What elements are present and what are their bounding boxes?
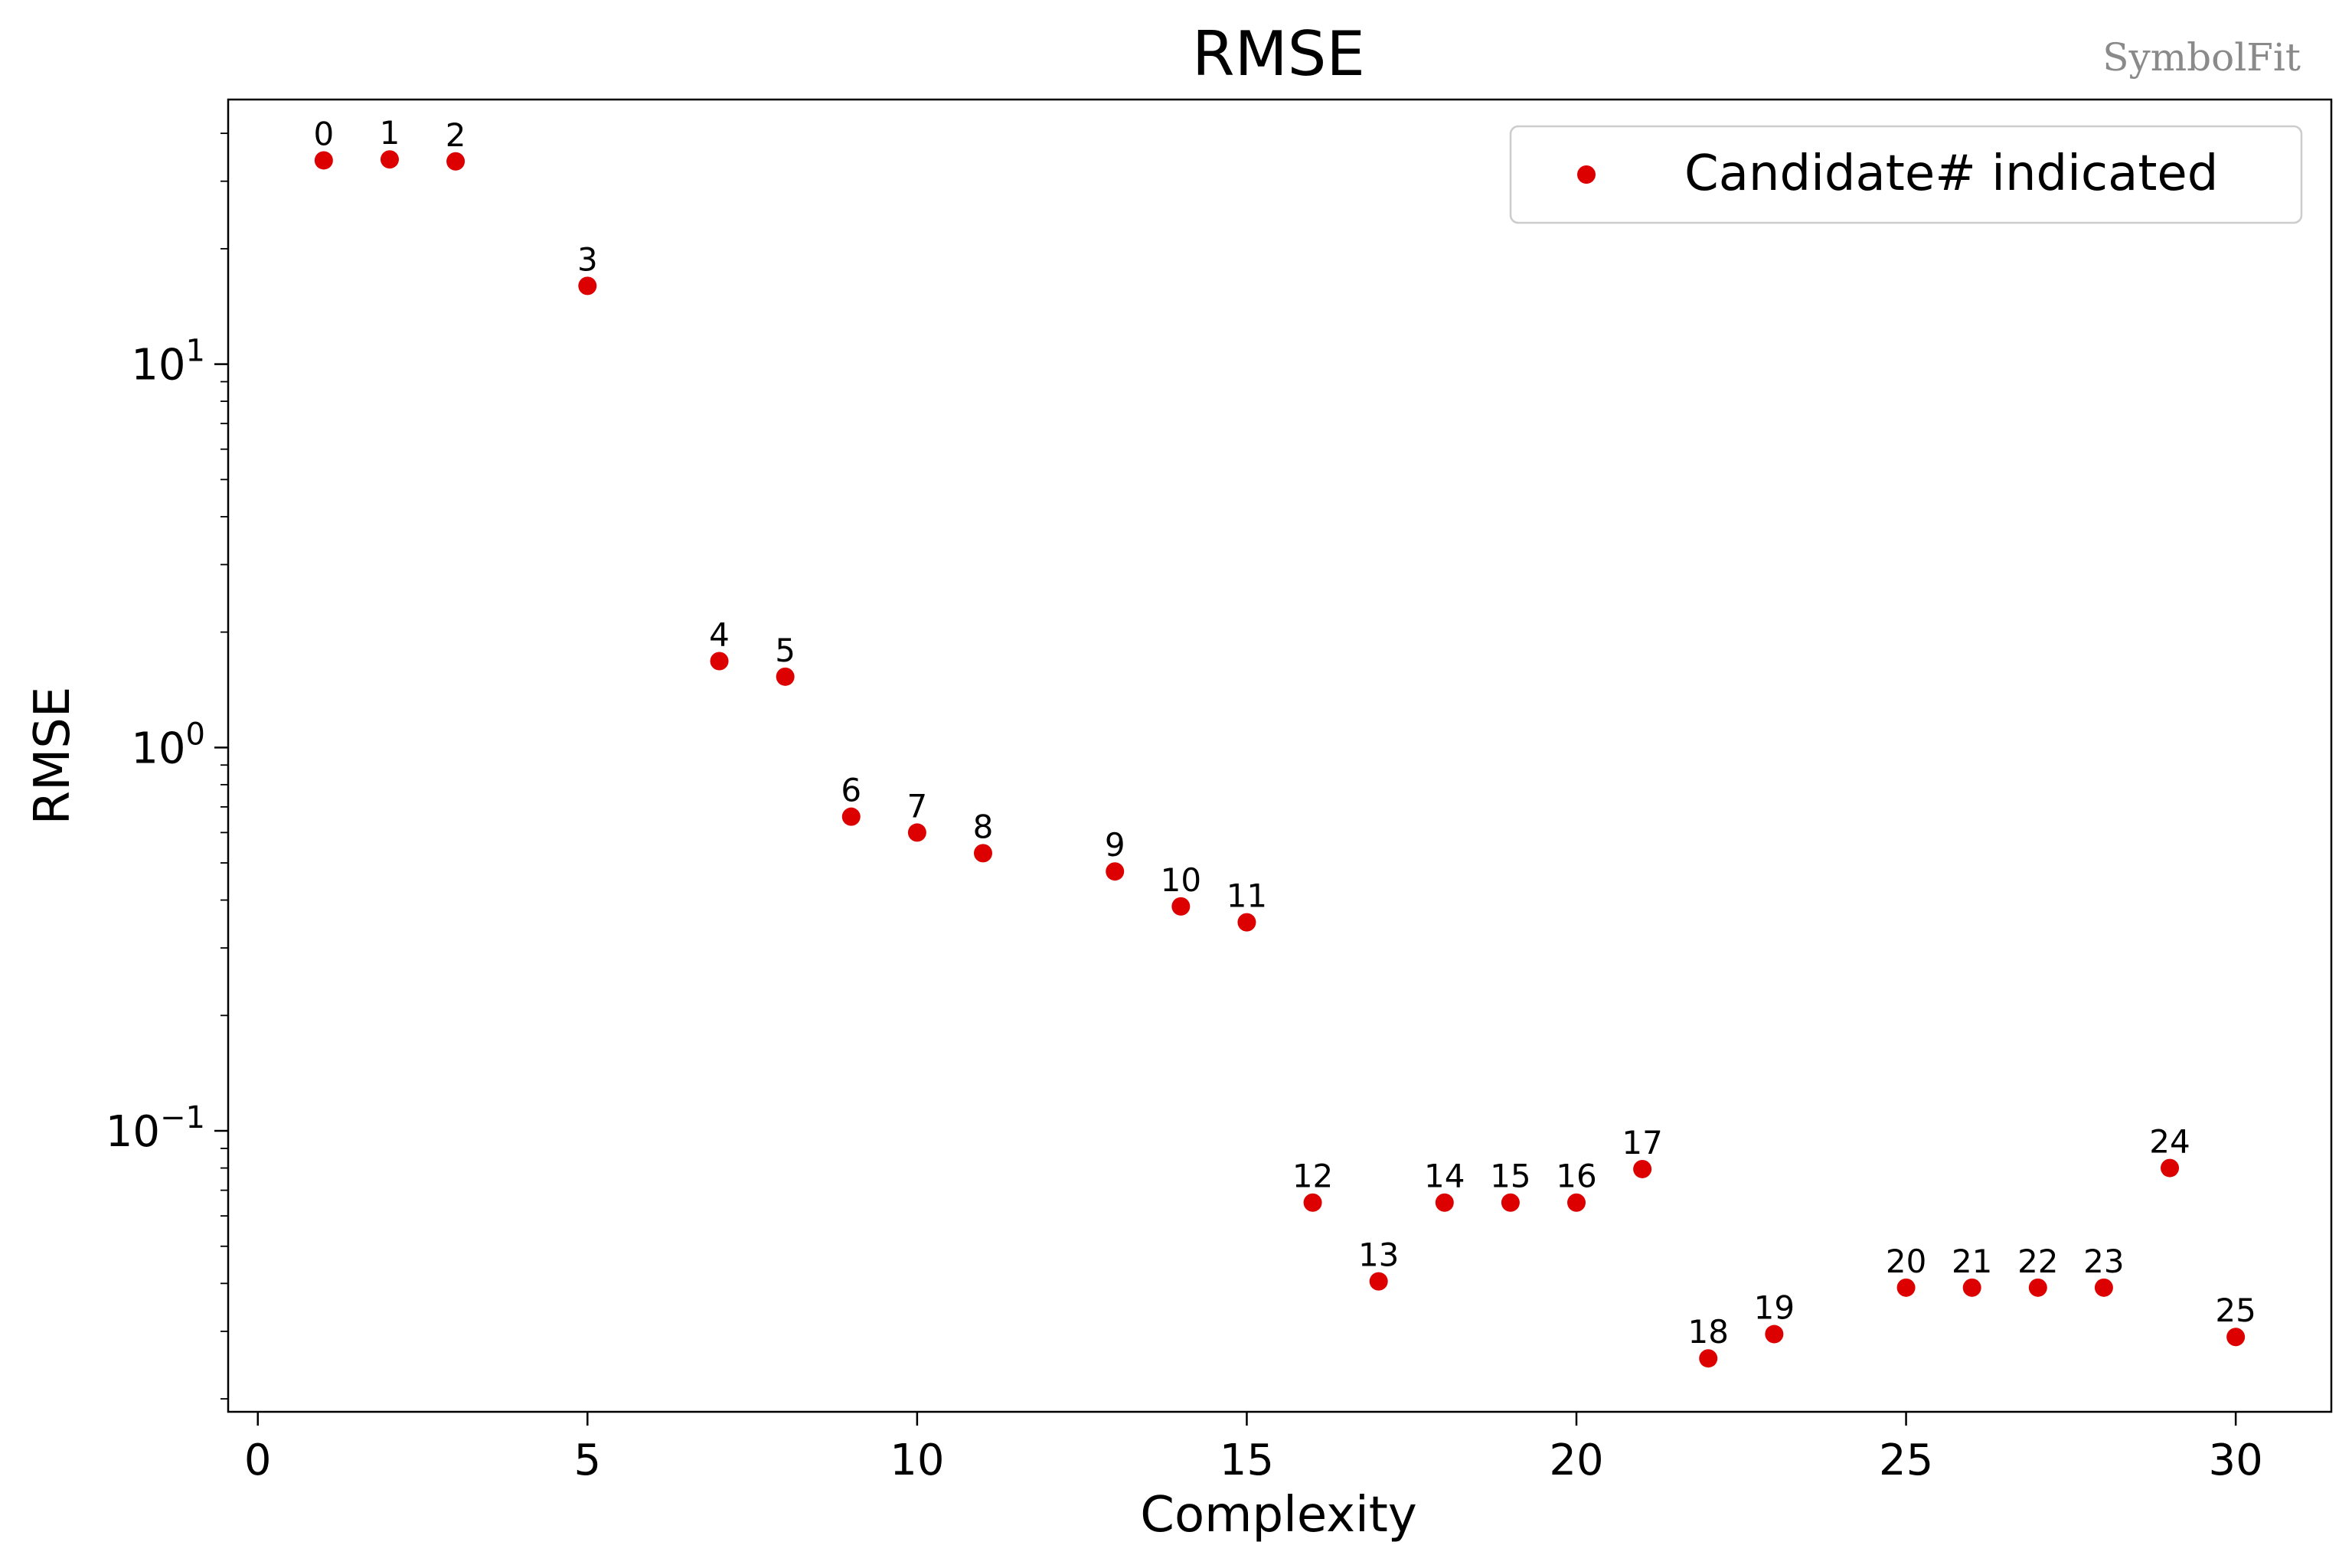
point-label: 10 <box>1161 861 1201 899</box>
data-point <box>578 276 597 296</box>
data-point <box>380 150 399 169</box>
point-label: 22 <box>2017 1243 2058 1280</box>
point-label: 9 <box>1105 826 1125 864</box>
data-point <box>973 844 992 863</box>
x-tick-label: 30 <box>2209 1436 2263 1485</box>
data-point <box>1567 1193 1586 1212</box>
data-point <box>841 807 861 826</box>
symbolfit-watermark: SymbolFit <box>2102 35 2301 80</box>
point-label: 18 <box>1688 1313 1729 1351</box>
point-label: 8 <box>973 808 994 845</box>
data-point <box>1501 1193 1520 1212</box>
point-label: 3 <box>577 240 598 278</box>
point-label: 12 <box>1292 1158 1333 1195</box>
y-tick-label: 100 <box>131 717 205 773</box>
point-label: 5 <box>775 632 795 669</box>
data-point <box>1435 1193 1454 1212</box>
chart-title: RMSE <box>1192 18 1365 90</box>
chart-axes: 0 5 10 15 20 25 30 10−1 100 101 <box>106 132 2263 1485</box>
point-label: 2 <box>446 116 466 154</box>
point-label: 13 <box>1358 1236 1399 1274</box>
point-label: 6 <box>841 772 861 809</box>
y-tick-label: 10−1 <box>106 1100 205 1157</box>
legend-marker <box>1577 165 1596 184</box>
data-point <box>1633 1159 1652 1178</box>
data-point <box>1962 1278 1981 1297</box>
point-label: 23 <box>2083 1243 2124 1280</box>
legend-label: Candidate# indicated <box>1684 145 2218 202</box>
data-point <box>314 151 333 170</box>
x-tick-label: 15 <box>1220 1436 1274 1485</box>
data-point <box>2028 1278 2047 1297</box>
y-tick-label: 101 <box>131 334 205 390</box>
data-point <box>1237 913 1256 932</box>
data-point <box>907 823 926 842</box>
plot-frame <box>227 98 2333 1413</box>
point-label: 0 <box>313 115 334 152</box>
data-point <box>1369 1272 1388 1291</box>
point-label: 15 <box>1490 1158 1530 1195</box>
point-label: 19 <box>1754 1289 1795 1327</box>
x-tick-label: 5 <box>573 1436 601 1485</box>
point-label: 1 <box>380 114 400 152</box>
point-label: 4 <box>709 616 730 654</box>
x-tick-label: 0 <box>244 1436 272 1485</box>
legend: Candidate# indicated <box>1509 125 2303 224</box>
data-point <box>2094 1278 2113 1297</box>
point-label: 17 <box>1622 1124 1662 1161</box>
data-point <box>1171 897 1191 916</box>
data-point <box>776 667 795 686</box>
data-point <box>2226 1328 2246 1347</box>
point-label: 24 <box>2149 1123 2190 1161</box>
point-label: 14 <box>1424 1158 1465 1195</box>
point-label: 20 <box>1886 1243 1926 1280</box>
point-label: 11 <box>1227 877 1267 915</box>
data-point <box>1303 1193 1322 1212</box>
x-axis-label: Complexity <box>1140 1487 1416 1544</box>
data-point <box>1106 862 1125 881</box>
data-point <box>1896 1278 1916 1297</box>
point-label: 21 <box>1952 1243 1992 1280</box>
point-label: 25 <box>2215 1292 2256 1329</box>
data-point <box>1765 1325 1784 1344</box>
point-label: 16 <box>1556 1158 1596 1195</box>
x-tick-label: 25 <box>1879 1436 1933 1485</box>
data-point <box>446 152 466 171</box>
data-point <box>2161 1158 2180 1178</box>
x-tick-label: 10 <box>890 1436 944 1485</box>
point-label: 7 <box>907 787 928 825</box>
data-point <box>710 652 729 671</box>
x-tick-label: 20 <box>1549 1436 1603 1485</box>
data-point <box>1699 1349 1718 1368</box>
legend-box <box>1509 125 2303 224</box>
y-axis-label: RMSE <box>24 687 81 825</box>
